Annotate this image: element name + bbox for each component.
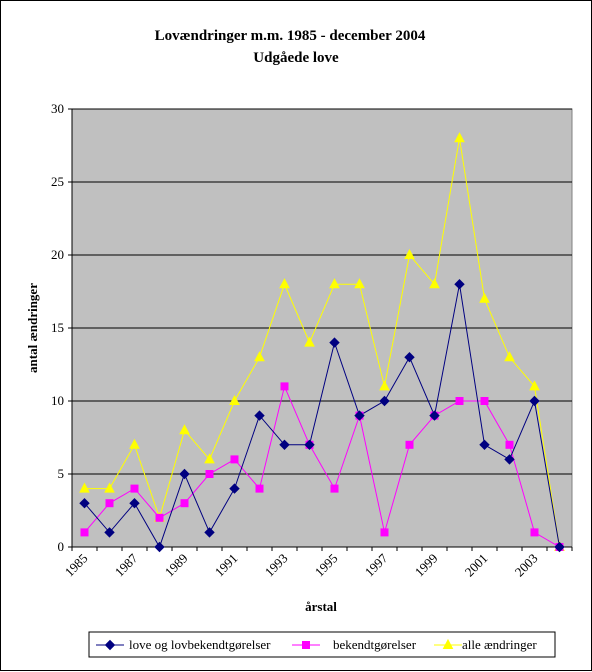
data-point-square <box>180 499 189 508</box>
data-point-triangle <box>204 453 215 464</box>
series-line <box>84 284 560 549</box>
data-point-square <box>80 528 89 537</box>
data-point-triangle <box>429 278 440 289</box>
data-point-diamond <box>354 410 365 421</box>
data-point-triangle <box>404 248 415 259</box>
data-point-diamond <box>329 337 340 348</box>
data-point-diamond <box>504 454 515 465</box>
y-tick-label: 5 <box>58 466 65 481</box>
data-point-diamond <box>554 541 565 553</box>
series-line <box>84 138 560 548</box>
x-tick-label: 1987 <box>112 550 141 579</box>
data-point-square <box>455 397 464 405</box>
data-point-triangle <box>79 482 90 493</box>
data-point-diamond <box>179 468 190 480</box>
data-point-triangle <box>529 380 540 391</box>
y-tick-label: 25 <box>51 174 64 189</box>
data-point-square <box>405 440 414 449</box>
data-point-square <box>330 484 339 493</box>
data-point-diamond <box>404 351 415 363</box>
data-point-square <box>505 440 514 449</box>
data-point-diamond <box>479 439 490 451</box>
data-point-triangle <box>379 380 390 391</box>
data-point-diamond <box>379 395 390 407</box>
data-point-diamond <box>304 439 315 451</box>
data-point-square <box>105 499 114 508</box>
data-point-triangle <box>129 438 140 449</box>
data-point-triangle <box>354 278 365 289</box>
data-point-triangle <box>304 336 315 347</box>
data-point-square <box>130 484 139 493</box>
data-point-diamond <box>279 439 290 451</box>
data-point-triangle <box>279 278 290 289</box>
data-point-square <box>530 528 539 537</box>
chart-subtitle: Udgåede love <box>253 50 339 66</box>
data-point-diamond <box>129 497 140 509</box>
x-tick-label: 1991 <box>212 551 241 580</box>
legend: love og lovbekendtgørelser bekendtgørelse… <box>88 631 556 658</box>
x-tick-label: 1995 <box>312 551 341 580</box>
data-point-diamond <box>254 410 265 421</box>
data-point-diamond <box>204 527 215 538</box>
series-line <box>84 384 560 548</box>
y-tick-label: 20 <box>51 247 64 262</box>
y-axis-label: antal ændringer <box>25 283 40 373</box>
data-point-diamond <box>104 639 116 651</box>
data-point-triangle <box>179 424 190 435</box>
x-tick-label: 2001 <box>462 551 491 580</box>
chart-title: Lovændringer m.m. 1985 - december 2004 <box>155 28 426 44</box>
data-point-diamond <box>529 395 540 407</box>
x-axis-label: årstal <box>305 599 337 614</box>
legend-label: bekendtgørelser <box>333 637 417 652</box>
x-tick-label: 1989 <box>162 551 191 580</box>
data-point-square <box>155 513 164 522</box>
data-point-diamond <box>79 497 90 509</box>
data-point-square <box>302 641 310 649</box>
data-point-diamond <box>104 527 115 538</box>
data-point-triangle <box>454 132 465 143</box>
x-tick-label: 1993 <box>262 551 291 580</box>
y-tick-label: 15 <box>51 320 64 335</box>
plot-area: 0 5 10 15 20 25 30 1985 1987 1989 1991 1993 1995 1997… <box>51 101 573 580</box>
data-point-triangle <box>504 351 515 362</box>
data-point-square <box>230 455 239 464</box>
legend-label: love og lovbekendtgørelser <box>129 637 271 652</box>
data-point-diamond <box>454 278 465 290</box>
data-point-square <box>205 470 214 478</box>
data-point-square <box>255 484 264 493</box>
data-point-triangle <box>329 278 340 289</box>
data-point-triangle <box>229 394 240 405</box>
y-tick-label: 10 <box>51 393 64 408</box>
y-tick-label: 0 <box>58 539 65 554</box>
data-point-diamond <box>429 410 440 421</box>
data-point-triangle <box>254 351 265 362</box>
legend-label: alle ændringer <box>462 637 537 652</box>
data-point-diamond <box>154 541 165 553</box>
data-point-triangle <box>479 292 490 303</box>
data-point-triangle <box>104 482 115 493</box>
x-tick-label: 1985 <box>62 551 91 580</box>
x-tick-label: 1997 <box>362 550 391 579</box>
data-point-square <box>480 397 489 405</box>
legend-box <box>88 631 556 658</box>
x-tick-label: 2003 <box>512 551 541 580</box>
data-point-diamond <box>229 483 240 494</box>
x-tick-label: 1999 <box>412 551 441 580</box>
data-point-triangle <box>442 638 454 649</box>
data-point-square <box>380 528 389 537</box>
data-point-square <box>280 382 289 391</box>
y-tick-label: 30 <box>51 101 64 116</box>
